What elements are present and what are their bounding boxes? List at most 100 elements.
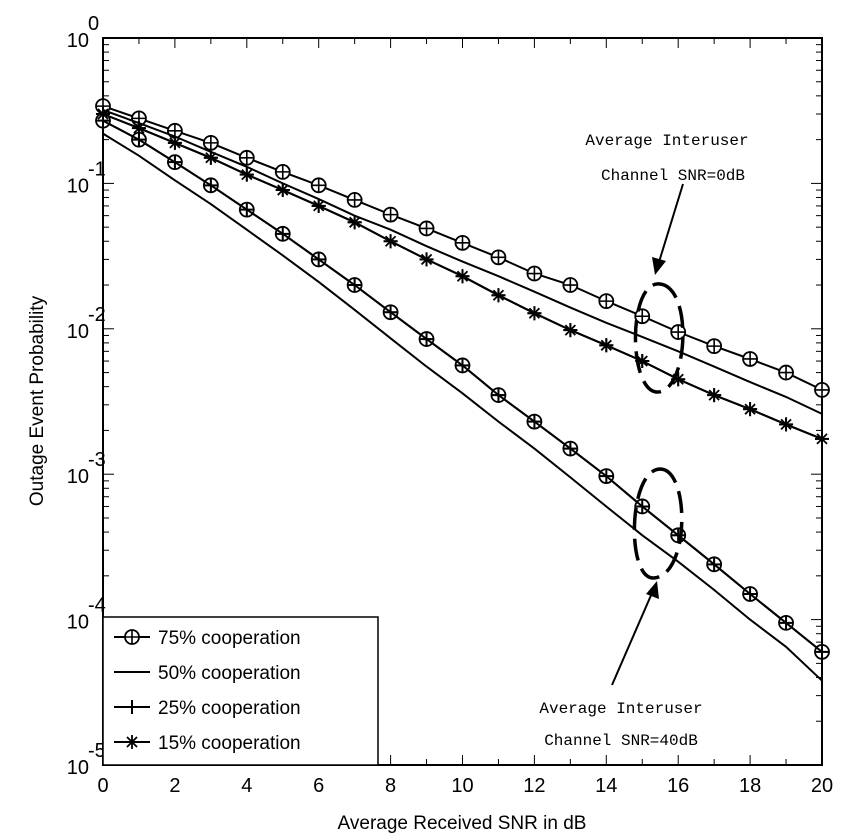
data-point-marker-cross <box>527 266 542 281</box>
data-point-marker-cross <box>203 135 218 150</box>
x-tick-label: 2 <box>169 775 180 797</box>
data-point-marker-cross <box>599 294 614 309</box>
data-point-marker <box>491 388 506 403</box>
data-point-marker <box>779 417 794 432</box>
data-point-marker <box>599 338 614 353</box>
annotation-arrow-40db <box>611 592 653 686</box>
data-point-marker <box>239 202 254 217</box>
data-point-marker-cross <box>707 339 722 354</box>
series-circle-plus-0dB <box>95 98 830 398</box>
legend-label: 75% cooperation <box>158 628 301 649</box>
legend-label: 50% cooperation <box>158 663 301 684</box>
data-point-marker-cross <box>743 351 758 366</box>
data-point-marker <box>419 332 434 347</box>
x-tick-labels: 0 2 4 6 8 10 12 14 16 18 20 <box>97 775 833 797</box>
annotation-text-0db-line2: Channel SNR=0dB <box>601 167 745 185</box>
data-point-marker <box>203 150 218 165</box>
y-axis-label: Outage Event Probability <box>27 295 48 506</box>
x-tick-label: 6 <box>313 775 324 797</box>
data-point-marker <box>311 198 326 213</box>
legend: 75% cooperation 50% cooperation 25% cooper… <box>102 616 379 766</box>
data-point-marker <box>815 431 829 446</box>
series-plus-40dB <box>96 113 829 659</box>
data-point-marker <box>635 354 650 369</box>
data-point-marker <box>527 306 542 321</box>
data-point-marker <box>131 121 146 136</box>
data-point-marker <box>383 305 398 320</box>
y-tick-label-base: 10 <box>67 466 89 488</box>
series-line <box>102 119 823 653</box>
y-tick-label-base: 10 <box>67 612 89 634</box>
data-point-marker <box>167 135 182 150</box>
x-tick-label: 10 <box>451 775 473 797</box>
legend-box <box>102 616 379 766</box>
data-point-marker <box>275 183 290 198</box>
y-tick-label-base: 10 <box>67 30 89 52</box>
annotation-text-40db-line1: Average Interuser <box>539 700 702 718</box>
annotation-arrowhead-0db <box>652 257 666 275</box>
data-point-marker <box>455 269 470 284</box>
y-tick-label-exponent: -1 <box>88 158 106 180</box>
y-tick-label-exponent: -5 <box>88 740 106 762</box>
data-point-marker-cross <box>635 309 650 324</box>
data-point-marker-cross <box>311 178 326 193</box>
series-line <box>102 109 823 415</box>
y-tick-label-exponent: -2 <box>88 304 106 326</box>
annotation-arrowhead-40db <box>646 581 659 599</box>
data-point-marker-cross <box>239 150 254 165</box>
legend-item: 75% cooperation <box>114 628 301 649</box>
x-tick-label: 20 <box>811 775 833 797</box>
annotation-text-40db-line2: Channel SNR=40dB <box>544 732 698 750</box>
annotation-group-0db: Average Interuser Channel SNR=0dB <box>585 132 749 394</box>
series-circle-plus-40dB <box>95 112 830 660</box>
y-tick-label-exponent: -3 <box>88 449 106 471</box>
y-tick-label-base: 10 <box>67 321 89 343</box>
annotation-text-0db-line1: Average Interuser <box>585 132 748 150</box>
data-point-marker <box>743 402 758 417</box>
x-tick-label: 18 <box>739 775 761 797</box>
legend-item: 50% cooperation <box>114 663 301 684</box>
x-tick-label: 16 <box>667 775 689 797</box>
data-point-marker <box>125 735 139 749</box>
data-point-marker <box>815 644 829 659</box>
annotation-ellipse-0db <box>633 282 685 394</box>
data-point-marker <box>455 358 470 373</box>
data-point-marker-cross <box>563 278 578 293</box>
x-axis-label: Average Received SNR in dB <box>338 813 587 834</box>
legend-items: 75% cooperation 50% cooperation 25% cooper… <box>114 628 301 754</box>
series-none-0dB <box>102 109 823 415</box>
data-point-marker-cross <box>671 325 686 340</box>
series-line <box>102 119 823 653</box>
data-point-marker <box>125 700 139 714</box>
data-point-marker <box>419 252 434 267</box>
data-point-marker-cross <box>347 192 362 207</box>
y-tick-label-exponent: -4 <box>88 595 106 617</box>
annotation-group-40db: Average Interuser Channel SNR=40dB <box>539 467 703 750</box>
data-point-marker <box>527 414 542 429</box>
y-tick-label-exponent: 0 <box>88 13 99 35</box>
data-point-marker <box>671 372 686 387</box>
y-tick-label-base: 10 <box>67 757 89 779</box>
data-point-marker <box>563 323 578 338</box>
series-group <box>95 98 830 682</box>
data-point-marker <box>167 155 182 170</box>
legend-item: 15% cooperation <box>114 733 301 754</box>
data-point-marker <box>311 252 326 267</box>
data-point-marker <box>383 234 398 249</box>
data-point-marker-cross <box>383 207 398 222</box>
data-point-marker-cross <box>419 221 434 236</box>
annotation-ellipse-40db <box>632 467 684 580</box>
series-none-40dB <box>102 132 823 682</box>
data-point-marker <box>347 278 362 293</box>
data-point-marker <box>599 469 614 484</box>
data-point-marker-cross <box>491 250 506 265</box>
data-point-marker <box>347 215 362 230</box>
legend-label: 15% cooperation <box>158 733 301 754</box>
data-point-marker <box>563 441 578 456</box>
data-point-marker <box>707 388 722 403</box>
data-point-marker <box>779 615 794 630</box>
series-line <box>102 132 823 682</box>
x-tick-label: 4 <box>241 775 252 797</box>
data-point-marker <box>203 178 218 193</box>
